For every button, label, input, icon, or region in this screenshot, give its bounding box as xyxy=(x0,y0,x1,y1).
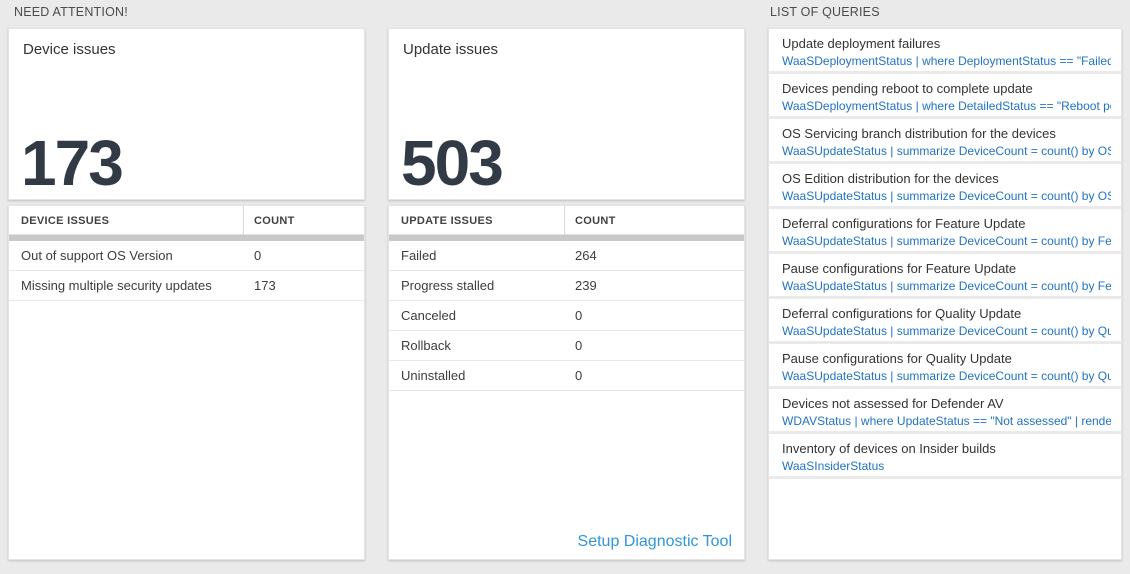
query-list-item[interactable]: OS Servicing branch distribution for the… xyxy=(769,119,1121,164)
query-list-item[interactable]: Pause configurations for Feature Update … xyxy=(769,254,1121,299)
device-issues-table-tile: DEVICE ISSUES COUNT Out of support OS Ve… xyxy=(8,205,365,560)
query-title: Devices pending reboot to complete updat… xyxy=(782,81,1033,96)
update-issues-title: Update issues xyxy=(403,41,499,58)
table-row[interactable]: Canceled 0 xyxy=(389,301,744,331)
query-list-item[interactable]: Pause configurations for Quality Update … xyxy=(769,344,1121,389)
table-row[interactable]: Failed 264 xyxy=(389,241,744,271)
query-list-item[interactable]: OS Edition distribution for the devices … xyxy=(769,164,1121,209)
row-count: 173 xyxy=(254,278,276,293)
table-scroll-strip xyxy=(389,235,744,241)
queries-column: LIST OF QUERIES Update deployment failur… xyxy=(768,0,1122,574)
query-text: WaaSUpdateStatus | summarize DeviceCount… xyxy=(782,324,1111,338)
query-text: WaaSUpdateStatus | summarize DeviceCount… xyxy=(782,279,1111,293)
need-attention-column-1: NEED ATTENTION! Device issues 173 DEVICE… xyxy=(8,0,365,574)
query-title: Deferral configurations for Quality Upda… xyxy=(782,306,1022,321)
count-col-header: COUNT xyxy=(575,215,616,227)
query-title: OS Servicing branch distribution for the… xyxy=(782,126,1056,141)
queries-panel: Update deployment failures WaaSDeploymen… xyxy=(768,28,1122,560)
update-issues-table-header: UPDATE ISSUES COUNT xyxy=(389,206,744,235)
row-label: Missing multiple security updates xyxy=(21,278,212,293)
table-row[interactable]: Missing multiple security updates 173 xyxy=(9,271,364,301)
query-list-item[interactable]: Devices pending reboot to complete updat… xyxy=(769,74,1121,119)
table-row[interactable]: Rollback 0 xyxy=(389,331,744,361)
table-row[interactable]: Uninstalled 0 xyxy=(389,361,744,391)
row-count: 0 xyxy=(254,248,262,263)
query-text: WDAVStatus | where UpdateStatus == "Not … xyxy=(782,414,1111,428)
row-label: Canceled xyxy=(401,308,456,323)
query-title: Devices not assessed for Defender AV xyxy=(782,396,1004,411)
query-text: WaaSDeploymentStatus | where DetailedSta… xyxy=(782,99,1111,113)
list-of-queries-header: LIST OF QUERIES xyxy=(770,5,880,19)
query-list-item[interactable]: Update deployment failures WaaSDeploymen… xyxy=(769,29,1121,74)
query-title: Pause configurations for Quality Update xyxy=(782,351,1012,366)
query-title: OS Edition distribution for the devices xyxy=(782,171,999,186)
row-count: 264 xyxy=(575,248,597,263)
row-label: Failed xyxy=(401,248,437,263)
update-issues-table-tile: UPDATE ISSUES COUNT Failed 264 Progress … xyxy=(388,205,745,560)
query-list-item[interactable]: Inventory of devices on Insider builds W… xyxy=(769,434,1121,479)
row-count: 0 xyxy=(575,308,583,323)
setup-diagnostic-tool-link[interactable]: Setup Diagnostic Tool xyxy=(577,533,732,550)
table-row[interactable]: Out of support OS Version 0 xyxy=(9,241,364,271)
row-label: Progress stalled xyxy=(401,278,495,293)
query-text: WaaSDeploymentStatus | where DeploymentS… xyxy=(782,54,1111,68)
table-scroll-strip xyxy=(9,235,364,241)
device-issues-tile[interactable]: Device issues 173 xyxy=(8,28,365,200)
row-count: 239 xyxy=(575,278,597,293)
query-title: Pause configurations for Feature Update xyxy=(782,261,1017,276)
query-text: WaaSInsiderStatus xyxy=(782,459,885,473)
query-text: WaaSUpdateStatus | summarize DeviceCount… xyxy=(782,369,1111,383)
update-issues-tile[interactable]: Update issues 503 xyxy=(388,28,745,200)
device-issues-count: 173 xyxy=(21,127,124,199)
count-col-header: COUNT xyxy=(254,215,295,227)
row-label: Out of support OS Version xyxy=(21,248,173,263)
need-attention-column-2: Update issues 503 UPDATE ISSUES COUNT Fa… xyxy=(388,0,745,574)
table-row[interactable]: Progress stalled 239 xyxy=(389,271,744,301)
query-list-item[interactable]: Deferral configurations for Feature Upda… xyxy=(769,209,1121,254)
query-text: WaaSUpdateStatus | summarize DeviceCount… xyxy=(782,144,1111,158)
query-title: Inventory of devices on Insider builds xyxy=(782,441,996,456)
query-title: Deferral configurations for Feature Upda… xyxy=(782,216,1026,231)
device-issues-col-header: DEVICE ISSUES xyxy=(9,206,244,234)
device-issues-table-header: DEVICE ISSUES COUNT xyxy=(9,206,364,235)
update-issues-col-header: UPDATE ISSUES xyxy=(389,206,565,234)
row-count: 0 xyxy=(575,338,583,353)
row-count: 0 xyxy=(575,368,583,383)
query-list-item[interactable]: Devices not assessed for Defender AV WDA… xyxy=(769,389,1121,434)
device-issues-title: Device issues xyxy=(23,41,116,58)
query-text: WaaSUpdateStatus | summarize DeviceCount… xyxy=(782,234,1111,248)
need-attention-header: NEED ATTENTION! xyxy=(14,5,128,19)
query-list-item[interactable]: Deferral configurations for Quality Upda… xyxy=(769,299,1121,344)
row-label: Rollback xyxy=(401,338,451,353)
query-text: WaaSUpdateStatus | summarize DeviceCount… xyxy=(782,189,1111,203)
update-issues-count: 503 xyxy=(401,127,504,199)
query-title: Update deployment failures xyxy=(782,36,941,51)
row-label: Uninstalled xyxy=(401,368,466,383)
